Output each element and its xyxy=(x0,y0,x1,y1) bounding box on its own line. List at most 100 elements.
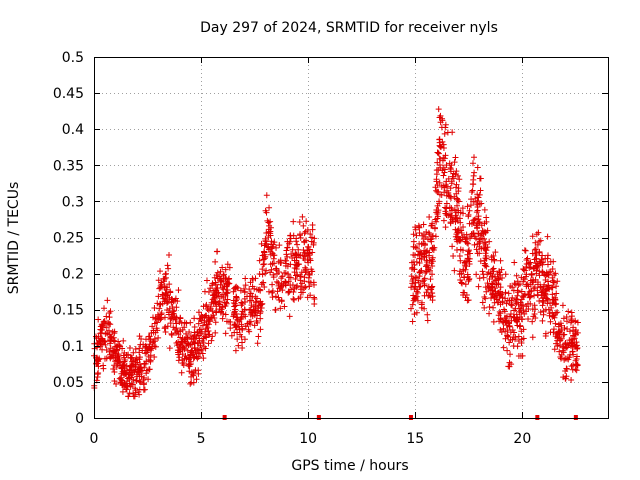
data-point xyxy=(263,267,270,274)
data-point xyxy=(241,306,248,313)
data-point xyxy=(144,345,151,352)
data-point xyxy=(162,329,169,336)
data-point xyxy=(140,386,147,393)
data-point xyxy=(568,376,575,383)
data-point xyxy=(141,364,148,371)
data-point xyxy=(211,294,218,301)
data-point xyxy=(453,246,460,253)
data-point xyxy=(533,255,540,262)
data-point xyxy=(151,343,158,350)
data-point xyxy=(538,289,545,296)
data-point xyxy=(267,261,274,268)
data-point xyxy=(440,144,447,151)
data-point xyxy=(289,246,296,253)
data-point xyxy=(200,303,207,310)
data-point xyxy=(199,337,206,344)
data-point xyxy=(490,278,497,285)
data-point xyxy=(104,330,111,337)
data-point xyxy=(108,333,115,340)
data-point xyxy=(422,269,429,276)
data-point xyxy=(231,322,238,329)
data-point xyxy=(475,220,482,227)
data-point xyxy=(409,318,416,325)
data-point xyxy=(301,238,308,245)
data-point xyxy=(523,308,530,315)
data-point xyxy=(305,243,312,250)
data-point xyxy=(224,289,231,296)
data-point xyxy=(455,185,462,192)
data-point xyxy=(434,159,441,166)
data-point xyxy=(247,290,254,297)
data-point xyxy=(426,249,433,256)
data-point xyxy=(427,286,434,293)
data-point xyxy=(485,285,492,292)
data-point xyxy=(548,304,555,311)
data-point xyxy=(169,304,176,311)
data-point xyxy=(537,237,544,244)
data-point xyxy=(439,138,446,145)
data-point xyxy=(309,226,316,233)
data-point xyxy=(263,209,270,216)
data-point xyxy=(443,200,450,207)
data-point xyxy=(296,252,303,259)
data-point xyxy=(410,258,417,265)
data-point xyxy=(166,294,173,301)
data-point xyxy=(173,320,180,327)
baseline-marker xyxy=(222,415,227,420)
data-point xyxy=(291,285,298,292)
data-point xyxy=(198,317,205,324)
data-point xyxy=(499,299,506,306)
y-tick-label: 0 xyxy=(75,411,84,427)
data-point xyxy=(471,233,478,240)
data-point xyxy=(409,278,416,285)
data-point xyxy=(171,307,178,314)
data-point xyxy=(145,366,152,373)
data-point xyxy=(302,283,309,290)
data-point xyxy=(483,288,490,295)
data-point xyxy=(510,313,517,320)
data-point xyxy=(219,315,226,322)
data-point xyxy=(252,275,259,282)
data-point xyxy=(156,285,163,292)
data-point xyxy=(200,335,207,342)
data-point xyxy=(534,287,541,294)
data-point xyxy=(418,241,425,248)
data-point xyxy=(453,190,460,197)
data-point xyxy=(552,320,559,327)
data-point xyxy=(101,338,108,345)
data-point xyxy=(302,253,309,260)
data-point xyxy=(296,218,303,225)
data-point xyxy=(524,255,531,262)
data-point xyxy=(140,381,147,388)
data-point xyxy=(555,323,562,330)
data-point xyxy=(486,310,493,317)
data-point xyxy=(414,297,421,304)
data-point xyxy=(429,297,436,304)
data-point xyxy=(431,224,438,231)
data-point xyxy=(466,258,473,265)
data-point xyxy=(412,226,419,233)
data-point xyxy=(257,310,264,317)
data-point xyxy=(573,361,580,368)
data-point xyxy=(466,250,473,257)
data-point xyxy=(131,393,138,400)
data-point xyxy=(244,320,251,327)
data-point xyxy=(553,290,560,297)
data-point xyxy=(504,347,511,354)
data-point xyxy=(518,309,525,316)
data-point xyxy=(307,231,314,238)
data-point xyxy=(120,352,127,359)
data-point xyxy=(241,285,248,292)
data-point xyxy=(162,289,169,296)
data-point xyxy=(272,265,279,272)
data-point xyxy=(460,289,467,296)
data-point xyxy=(489,283,496,290)
data-point xyxy=(511,280,518,287)
data-point xyxy=(293,262,300,269)
data-point xyxy=(309,268,316,275)
baseline-marker xyxy=(535,415,540,420)
data-point xyxy=(282,280,289,287)
data-point xyxy=(291,257,298,264)
data-point xyxy=(460,268,467,275)
data-point xyxy=(439,157,446,164)
